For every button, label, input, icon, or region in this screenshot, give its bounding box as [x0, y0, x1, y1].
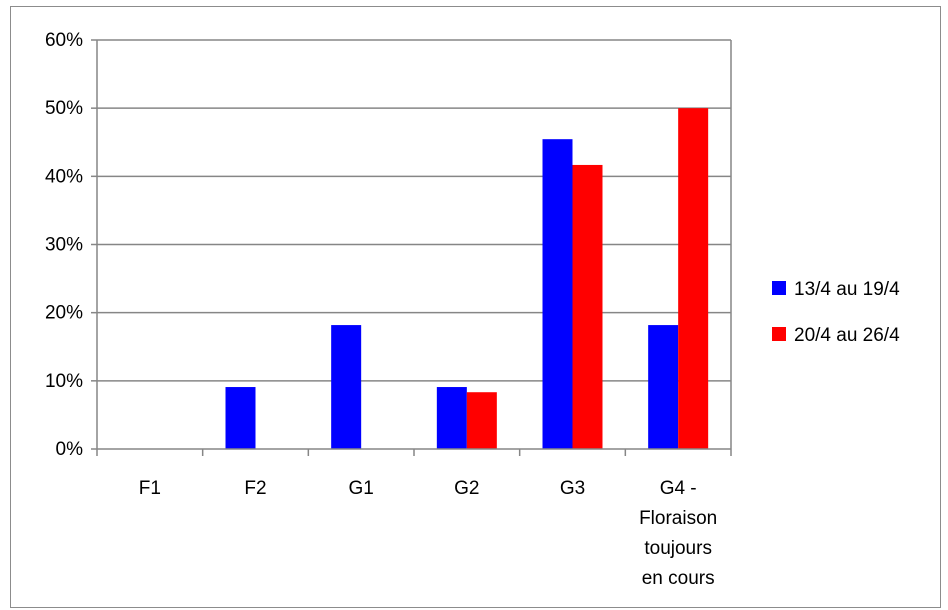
gridlines [97, 39, 732, 449]
chart-frame [10, 6, 941, 608]
y-tick-label: 0% [56, 439, 84, 460]
y-tick-label: 40% [45, 166, 83, 187]
x-tick-label: toujours [644, 538, 712, 559]
x-tick-label: en cours [642, 568, 715, 589]
axes [91, 39, 732, 456]
x-tick-label: G3 [560, 478, 585, 499]
legend-label-1: 13/4 au 19/4 [794, 279, 900, 300]
bar-g1-series-1 [331, 325, 362, 449]
y-tick-label: 60% [45, 30, 83, 51]
bar-g3-series-1 [542, 139, 573, 449]
y-tick-label: 20% [45, 303, 83, 324]
legend: 13/4 au 19/4 20/4 au 26/4 [772, 279, 900, 346]
legend-swatch-1 [772, 281, 786, 295]
bar-g2-series-2 [466, 392, 497, 449]
legend-label-2: 20/4 au 26/4 [794, 325, 900, 346]
x-tick-label: G1 [348, 478, 373, 499]
bar-g4-series-2 [678, 108, 709, 450]
y-tick-label: 50% [45, 98, 83, 119]
bar-g4-series-1 [648, 325, 679, 449]
tick-labels: 0% 10% 20% 30% 40% 50% 60% F1 F2 G1 G2 G3 G4 - Florai… [45, 30, 717, 589]
bar-g3-series-2 [572, 164, 603, 449]
x-tick-label: Floraison [639, 508, 717, 529]
y-tick-label: 10% [45, 371, 83, 392]
bar-g2-series-1 [436, 387, 467, 449]
x-tick-label: G2 [454, 478, 479, 499]
y-tick-label: 30% [45, 235, 83, 256]
legend-swatch-2 [772, 327, 786, 341]
x-tick-label: F2 [244, 478, 266, 499]
x-tick-label: F1 [139, 478, 161, 499]
bars [225, 108, 709, 450]
x-tick-label: G4 - [660, 478, 697, 499]
bar-f2-series-1 [225, 387, 256, 449]
